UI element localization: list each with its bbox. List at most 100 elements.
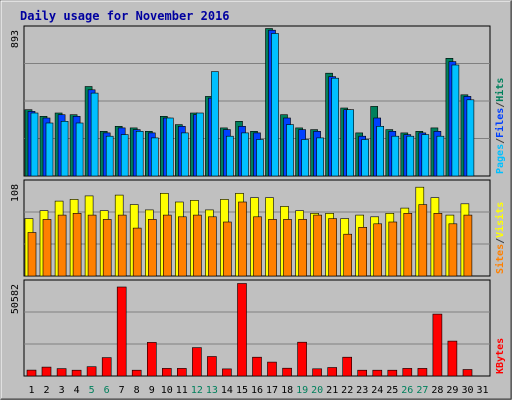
bar-pages-day-14 [226,135,234,177]
bar-sites-day-26 [403,213,413,277]
legend-entry: Hits [494,78,506,102]
bar-pages-day-4 [75,122,84,177]
bar-sites-day-5 [87,214,97,277]
bar-kbytes-day-6 [101,357,112,377]
bar-sites-day-16 [253,216,262,277]
panel-mid-legend: Sites/Visits [494,202,506,274]
bar-sites-day-18 [283,219,292,277]
bar-kbytes-day-4 [71,369,82,377]
bar-sites-day-20 [313,214,322,277]
x-tick-label: 25 [386,385,398,396]
bar-pages-day-25 [391,135,400,177]
bar-kbytes-day-22 [342,356,353,377]
x-tick-label: 13 [206,385,218,396]
x-tick-label: 22 [341,385,353,396]
bar-pages-day-22 [346,109,355,177]
bar-kbytes-day-29 [447,340,458,377]
bar-sites-day-1 [27,232,37,277]
bar-pages-day-27 [421,134,430,177]
bar-pages-day-21 [331,77,339,177]
bar-sites-day-27 [418,204,428,277]
bar-pages-day-9 [151,137,159,177]
bar-pages-day-23 [361,139,370,177]
bar-pages-day-7 [120,134,129,177]
bar-pages-day-8 [135,131,144,177]
bar-sites-day-14 [223,221,232,277]
x-tick-label: 31 [476,385,488,396]
x-tick-label: 23 [356,385,368,396]
bar-kbytes-day-16 [252,356,262,377]
bar-kbytes-day-18 [282,367,292,377]
x-tick-label: 19 [296,385,308,396]
bar-sites-day-23 [358,227,368,277]
bar-sites-day-22 [343,233,353,277]
x-tick-label: 14 [221,385,233,396]
bar-sites-day-29 [448,223,458,277]
bar-kbytes-day-27 [417,368,428,377]
panel-bot-max-label: 50582 [10,284,21,314]
x-tick-label: 1 [28,385,34,396]
bar-pages-day-3 [60,121,69,177]
bar-sites-day-12 [193,214,202,277]
x-tick-label: 21 [326,385,338,396]
x-tick-label: 12 [191,385,203,396]
bar-kbytes-day-20 [312,368,322,377]
bar-sites-day-6 [102,219,112,277]
x-tick-label: 5 [89,385,95,396]
bar-sites-day-2 [42,219,52,277]
bar-kbytes-day-17 [267,361,277,377]
bar-sites-day-7 [117,214,127,277]
x-tick-label: 29 [446,385,458,396]
bar-kbytes-day-7 [116,286,127,377]
x-tick-label: 26 [401,385,413,396]
bar-kbytes-day-10 [162,368,172,377]
bar-kbytes-day-3 [56,368,67,377]
bar-sites-day-30 [463,214,473,277]
bar-sites-day-21 [328,218,337,277]
bar-sites-day-19 [298,219,307,277]
bar-pages-day-10 [166,117,174,177]
bar-pages-day-1 [30,112,39,177]
bar-pages-day-6 [105,135,114,177]
panel-mid: 108 Sites/Visits [10,179,506,277]
bar-kbytes-day-28 [432,313,443,377]
x-tick-label: 17 [266,385,278,396]
bar-pages-day-15 [241,132,249,177]
bar-sites-day-13 [208,216,217,277]
bar-sites-day-10 [163,214,172,277]
bar-pages-day-19 [301,139,309,177]
bar-sites-day-9 [148,219,157,277]
x-tick-label: 10 [161,385,173,396]
bar-kbytes-day-19 [297,341,307,377]
bar-pages-day-13 [211,71,219,177]
legend-entry: / [495,138,506,144]
x-tick-label: 20 [311,385,323,396]
bar-pages-day-11 [181,132,189,177]
x-tick-label: 4 [74,385,80,396]
x-tick-label: 8 [134,385,140,396]
bar-pages-day-24 [376,126,385,177]
chart-title: Daily usage for November 2016 [20,9,230,23]
x-tick-label: 11 [176,385,188,396]
bar-kbytes-day-8 [131,369,142,377]
bar-pages-day-20 [316,137,324,177]
bar-pages-day-29 [451,64,460,177]
x-tick-label: 30 [461,385,473,396]
bar-kbytes-day-14 [222,368,232,377]
bar-pages-day-16 [256,139,264,177]
bar-kbytes-day-1 [26,369,37,377]
x-axis-labels: 1 2 3 4 5 6 7 8 9 10 11 12 13 14 15 16 17 18 19 20 21 22 23 24 2… [28,385,488,396]
x-tick-label: 18 [281,385,293,396]
bar-pages-day-30 [466,99,475,177]
x-tick-label: 7 [119,385,125,396]
bar-kbytes-day-5 [86,366,97,377]
bar-kbytes-day-21 [327,367,338,377]
bar-pages-day-18 [286,124,294,177]
x-tick-label: 2 [43,385,49,396]
legend-entry: / [495,238,506,244]
bar-sites-day-3 [57,214,67,277]
bar-kbytes-day-11 [177,368,187,377]
bar-kbytes-day-24 [372,369,383,377]
